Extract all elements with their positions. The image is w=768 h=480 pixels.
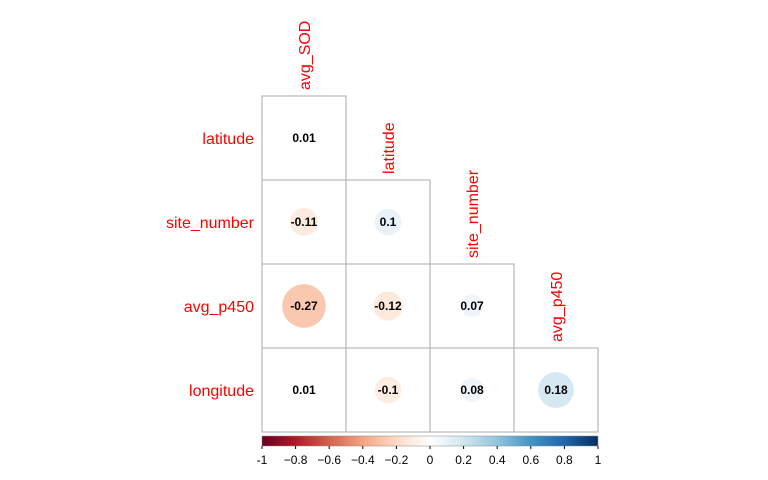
- circle-longitude-avg-p450: [538, 372, 574, 408]
- colorbar-tick-label: −0.4: [351, 453, 375, 467]
- row-labels: latitude site_number avg_p450 longitude: [166, 131, 255, 400]
- circle-site-number-avg-sod: [290, 208, 318, 236]
- colorbar-tick-label: 0.4: [489, 453, 506, 467]
- circle-longitude-latitude: [374, 376, 402, 404]
- col-label-avg-sod: avg_SOD: [297, 21, 314, 90]
- colorbar-tick-label: 0.8: [556, 453, 573, 467]
- colorbar-tick-label: −0.2: [385, 453, 409, 467]
- row-label-latitude: latitude: [202, 131, 254, 148]
- colorbar-tick-label: -1: [257, 453, 268, 467]
- circle-latitude-avg-sod: [299, 133, 309, 143]
- col-label-latitude: latitude: [381, 122, 398, 174]
- value-latitude-avg-sod: 0.01: [292, 131, 316, 145]
- column-labels: avg_SOD latitude site_number avg_p450: [297, 21, 566, 342]
- value-longitude-avg-sod: 0.01: [292, 383, 316, 397]
- value-longitude-avg-p450: 0.18: [544, 383, 568, 397]
- grid-cell-longitude-avg-p450: [513, 347, 599, 433]
- colorbar-tick-label: −0.6: [317, 453, 341, 467]
- circle-longitude-site-number: [460, 378, 484, 402]
- value-avg-p450-site-number: 0.07: [460, 299, 484, 313]
- value-site-number-avg-sod: -0.11: [291, 215, 318, 229]
- value-site-number-latitude: 0.1: [380, 215, 397, 229]
- colorbar-gradient: [261, 435, 599, 447]
- colorbar-tick-label: 0.6: [522, 453, 539, 467]
- colorbar-tick-label: 0.2: [455, 453, 472, 467]
- colorbar-tick-label: −0.8: [284, 453, 308, 467]
- colorbar: -1 −0.8 −0.6 −0.4 −0.2 0 0.2 0.4 0.6 0.8 1: [257, 435, 602, 467]
- row-label-avg-p450: avg_p450: [184, 299, 254, 316]
- circle-avg-p450-avg-sod: [282, 284, 326, 328]
- grid: [261, 95, 599, 433]
- circle-avg-p450-site-number: [460, 294, 484, 318]
- value-avg-p450-avg-sod: -0.27: [290, 299, 318, 313]
- col-label-avg-p450: avg_p450: [549, 272, 566, 342]
- cell-values: 0.01 -0.11 0.1 -0.27 -0.12 0.07 0.01 -0.1 0.08 0.…: [290, 131, 568, 397]
- colorbar-tick-label: 0: [427, 453, 434, 467]
- value-longitude-latitude: -0.1: [378, 383, 399, 397]
- value-avg-p450-latitude: -0.12: [374, 299, 402, 313]
- circle-avg-p450-latitude: [373, 291, 403, 321]
- circle-site-number-latitude: [374, 208, 402, 236]
- value-longitude-site-number: 0.08: [460, 383, 484, 397]
- circle-longitude-avg-sod: [299, 385, 309, 395]
- colorbar-tick-label: 1: [595, 453, 602, 467]
- col-label-site-number: site_number: [465, 169, 482, 258]
- circles: [282, 133, 574, 408]
- row-label-longitude: longitude: [189, 383, 254, 400]
- row-label-site-number: site_number: [166, 215, 255, 232]
